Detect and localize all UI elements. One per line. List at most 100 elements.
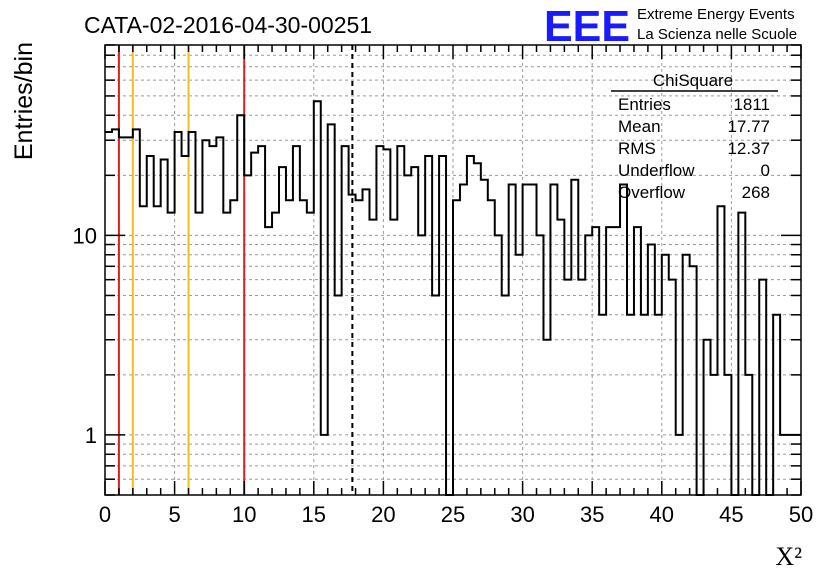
histogram-bin (147, 156, 154, 495)
histogram-bin (286, 200, 293, 495)
histogram-bin (627, 315, 634, 495)
histogram-bin (356, 200, 363, 495)
histogram-bin (293, 146, 300, 495)
histogram-bin (537, 235, 544, 495)
x-tick-label: 10 (232, 502, 256, 527)
histogram-bin (168, 213, 175, 495)
histogram-bin (314, 101, 321, 495)
stats-value: 1811 (733, 95, 770, 114)
histogram-bin (369, 220, 376, 495)
histogram-bin (411, 167, 418, 495)
stats-label: RMS (618, 139, 656, 158)
histogram-bin (112, 129, 119, 495)
axis-ticks: 0 5 10 15 20 25 30 35 40 45 50 1 10 (73, 44, 813, 527)
histogram-bin (404, 175, 411, 495)
x-tick-label: 35 (580, 502, 604, 527)
histogram-bin (453, 200, 460, 495)
histogram-bin (335, 295, 342, 495)
stats-label: Mean (618, 117, 661, 136)
x-tick-label: 25 (441, 502, 465, 527)
histogram-bin (571, 180, 578, 495)
histogram-bin (251, 153, 258, 495)
histogram-bin (502, 295, 509, 495)
histogram-bin (154, 206, 161, 495)
histogram-bin (230, 200, 237, 495)
histogram-bin (530, 184, 537, 495)
histogram-bin (780, 435, 787, 495)
histogram-bin (481, 180, 488, 495)
histogram-bin (397, 146, 404, 495)
histogram-bin (704, 340, 711, 495)
histogram-bin (126, 137, 133, 495)
x-tick-label: 5 (168, 502, 180, 527)
histogram-bin (439, 156, 446, 495)
histogram-bin (474, 163, 481, 495)
histogram-bin (189, 132, 196, 495)
histogram-bin (641, 315, 648, 495)
histogram-bin (342, 146, 349, 495)
histogram-bin (495, 235, 502, 495)
histogram-bin (655, 315, 662, 495)
x-tick-label: 15 (302, 502, 326, 527)
histogram-bin (550, 184, 557, 495)
histogram-bin (119, 137, 126, 495)
histogram-bin (613, 227, 620, 495)
x-tick-label: 20 (371, 502, 395, 527)
histogram-bin (585, 235, 592, 495)
stats-rows: Entries 1811 Mean 17.77 RMS 12.37 Underflow 0 Ov… (618, 95, 770, 202)
histogram-bin (390, 220, 397, 495)
histogram-bin (432, 295, 439, 495)
histogram-bin (717, 206, 724, 495)
histogram-bin (307, 213, 314, 495)
histogram-bin (175, 132, 182, 495)
logo: EEE Extreme Energy Events La Scienza nel… (544, 2, 797, 51)
histogram-bin (328, 124, 335, 495)
histogram-bin (592, 227, 599, 495)
histogram-bin (509, 184, 516, 495)
histogram-bin (759, 280, 766, 495)
y-axis-label: Entries/bin (10, 42, 38, 160)
histogram-bin (425, 156, 432, 495)
x-axis-label: X² (775, 542, 802, 571)
histogram-bin (272, 213, 279, 495)
x-tick-label: 45 (719, 502, 743, 527)
stats-label: Overflow (618, 183, 686, 202)
histogram-bin (223, 213, 230, 495)
histogram-bin (690, 266, 697, 495)
histogram-bin (105, 132, 112, 495)
histogram-bin (773, 315, 780, 495)
histogram-bin (516, 255, 523, 495)
histogram-bin (543, 340, 550, 495)
stats-label: Underflow (618, 161, 695, 180)
x-tick-label: 40 (650, 502, 674, 527)
histogram-bin (523, 184, 530, 495)
histogram-bin (376, 146, 383, 495)
histogram-bin (279, 167, 286, 495)
histogram-bin (669, 280, 676, 495)
histogram-bin (349, 195, 356, 495)
histogram-bin (606, 227, 613, 495)
histogram-bin (300, 200, 307, 495)
histogram-bin (133, 129, 140, 495)
x-tick-label: 0 (99, 502, 111, 527)
histogram-bin (662, 255, 669, 495)
x-tick-label: 30 (510, 502, 534, 527)
x-tick-label: 50 (789, 502, 813, 527)
histogram-bin (265, 227, 272, 495)
histogram-bin (258, 146, 265, 495)
chart-title: CATA-02-2016-04-30-00251 (84, 12, 372, 38)
stats-value: 0 (761, 161, 770, 180)
histogram-bin (724, 375, 731, 495)
histogram-bin (216, 137, 223, 495)
histogram-bin (557, 220, 564, 495)
stats-value: 12.37 (727, 139, 770, 158)
histogram-bin (648, 245, 655, 495)
histogram-bin (321, 435, 328, 495)
histogram-bin (488, 200, 495, 495)
histogram-bin (418, 235, 425, 495)
histogram-bin (182, 156, 189, 495)
histogram-bin (460, 184, 467, 495)
histogram-bin (195, 213, 202, 495)
histogram-bin (711, 375, 718, 495)
